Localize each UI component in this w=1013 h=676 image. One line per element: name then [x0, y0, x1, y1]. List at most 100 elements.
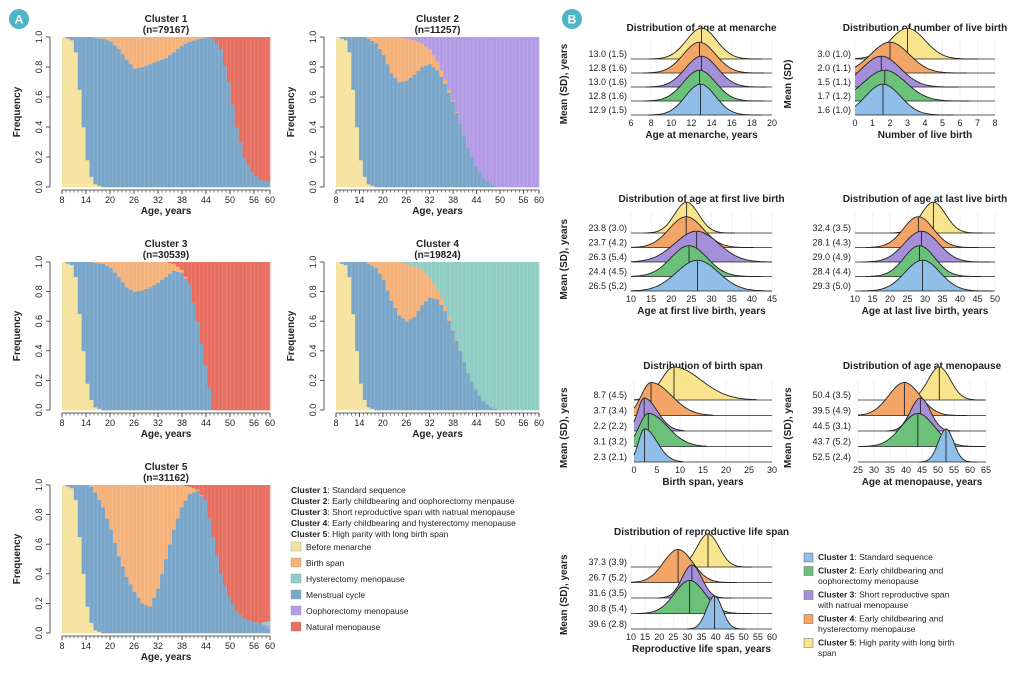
bar-segment-menstrual — [69, 262, 75, 266]
bar-segment-menstrual — [254, 621, 259, 634]
mean-sd-label: 31.6 (3.5) — [588, 588, 627, 598]
bar-segment-oophorectomy — [408, 37, 413, 40]
legend-cluster-name: Cluster 2 — [818, 566, 855, 576]
bar-segment-birth-span — [191, 487, 196, 493]
bar-segment-before-menarche — [89, 622, 94, 634]
mean-sd-label: 13.0 (1.5) — [588, 49, 627, 59]
bar-segment-birth-span — [101, 262, 106, 264]
bar-segment-natural-menopause — [222, 485, 228, 586]
x-tick-label: 38 — [177, 195, 187, 205]
x-tick-label: 14 — [354, 195, 364, 205]
x-tick-label: 56 — [249, 418, 259, 428]
bar-segment-birth-span — [439, 297, 444, 306]
bar-segment-menstrual — [358, 262, 364, 384]
bar-segment-natural-menopause — [199, 485, 204, 495]
bar-segment-birth-span — [156, 37, 161, 62]
y-axis-label: Mean (SD), years — [559, 219, 570, 300]
bar-segment-menstrual — [404, 321, 410, 411]
bar-segment-menstrual — [97, 263, 102, 409]
bar-segment-menstrual — [160, 59, 165, 188]
bar-segment-birth-span — [128, 485, 134, 585]
bar-segment-oophorectomy — [516, 37, 521, 188]
legend-cluster-text: with natrual menopause — [817, 600, 909, 610]
bar-segment-natural-menopause — [215, 485, 220, 556]
x-tick-label: 26 — [401, 418, 411, 428]
bar-segment-menstrual — [246, 619, 251, 634]
bar-segment-menstrual — [109, 41, 114, 188]
bar-segment-menstrual — [89, 262, 94, 400]
y-tick-label: 0.6 — [308, 91, 318, 104]
bar-segment-natural-menopause — [203, 262, 208, 366]
bar-segment-menstrual — [242, 157, 247, 188]
bar-segment-menstrual — [93, 492, 98, 631]
chart-title: Cluster 5 — [145, 462, 188, 473]
bar-segment-menstrual — [431, 67, 436, 188]
x-tick-label: 15 — [640, 632, 650, 642]
bar-segment-birth-span — [187, 486, 192, 495]
x-tick-label: 32 — [153, 418, 163, 428]
x-tick-label: 55 — [753, 632, 763, 642]
bar-segment-hysterectomy — [527, 262, 532, 411]
bar-segment-menstrual — [89, 37, 94, 177]
x-tick-label: 20 — [378, 195, 388, 205]
panel-a: A — [9, 9, 29, 29]
bar-segment-birth-span — [195, 489, 200, 492]
y-tick-label: 1.0 — [34, 31, 44, 44]
bar-segment-birth-span — [101, 485, 106, 508]
bar-segment-natural-menopause — [226, 262, 232, 411]
bar-segment-before-menarche — [343, 40, 348, 188]
legend-state-label: Birth span — [306, 558, 345, 568]
bar-segment-birth-span — [109, 262, 114, 269]
y-tick-label: 0.2 — [34, 151, 44, 164]
x-tick-label: 60 — [534, 195, 544, 205]
bar-segment-birth-span — [199, 494, 204, 496]
bar-segment-menstrual — [164, 276, 169, 411]
x-tick-label: 2 — [887, 118, 892, 128]
chart-title: Distribution of age at menopause — [843, 361, 1002, 372]
bar-segment-birth-span — [366, 37, 371, 39]
bar-segment-hysterectomy — [508, 262, 513, 411]
y-axis-label: Mean (SD), years — [783, 387, 794, 468]
y-tick-label: 0.2 — [34, 374, 44, 387]
bar-segment-menstrual — [389, 300, 394, 411]
bar-segment-menstrual — [262, 625, 267, 634]
bar-segment-oophorectomy — [447, 37, 452, 90]
x-tick-label: 20 — [105, 418, 115, 428]
bar-segment-hysterectomy — [481, 262, 486, 402]
bar-segment-menstrual — [450, 101, 456, 188]
y-tick-label: 0.8 — [308, 61, 318, 74]
bar-segment-menstrual — [97, 38, 102, 186]
bar-segment-natural-menopause — [262, 262, 267, 411]
x-tick-label: 50 — [933, 465, 943, 475]
density-outline — [919, 428, 977, 463]
bar-segment-menstrual — [144, 65, 149, 188]
bar-segment-menstrual — [105, 265, 110, 411]
bar-segment-natural-menopause — [218, 37, 224, 50]
bar-segment-birth-span — [105, 37, 110, 41]
mean-sd-label: 2.3 (2.1) — [593, 452, 627, 462]
mean-sd-label: 37.3 (3.9) — [588, 557, 627, 567]
bar-segment-birth-span — [370, 37, 375, 42]
x-axis-label: Age, years — [412, 206, 463, 217]
bar-segment-menstrual — [148, 606, 153, 634]
bar-segment-birth-span — [435, 61, 440, 71]
bar-segment-menstrual — [447, 92, 452, 188]
y-axis-label: Frequency — [286, 310, 297, 361]
density-fill — [636, 580, 751, 614]
bar-segment-menstrual — [385, 290, 391, 411]
density-outline — [854, 69, 969, 102]
bar-segment-natural-menopause — [187, 485, 192, 487]
bar-segment-birth-span — [179, 485, 185, 508]
x-tick-label: 40 — [955, 294, 965, 304]
bar-segment-before-menarche — [355, 127, 360, 188]
bar-segment-menstrual — [466, 373, 471, 411]
mean-sd-label: 13.0 (1.6) — [588, 77, 627, 87]
bar-segment-menstrual — [171, 270, 177, 411]
bar-segment-birth-span — [171, 37, 177, 53]
bar-segment-menstrual — [211, 536, 216, 634]
bar-segment-birth-span — [385, 262, 391, 291]
bar-segment-natural-menopause — [238, 262, 243, 411]
legend-cluster-line: with natrual menopause — [817, 600, 909, 610]
bar-segment-birth-span — [443, 79, 448, 84]
